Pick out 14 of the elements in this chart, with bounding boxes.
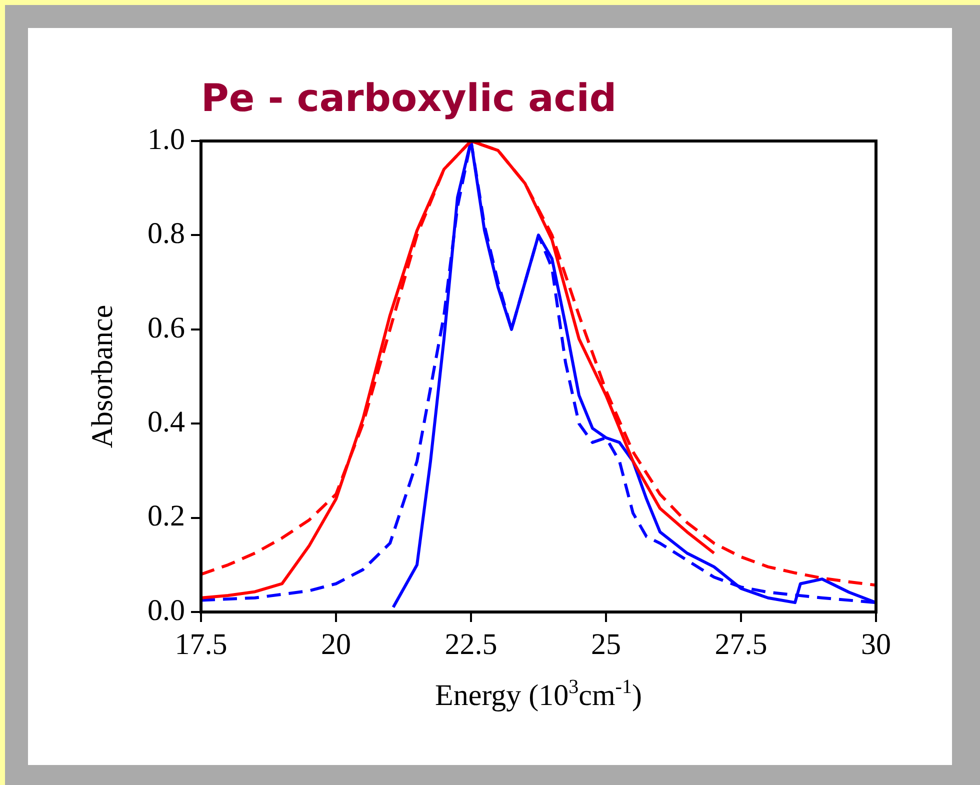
chart-title: Pe - carboxylic acid — [201, 76, 617, 120]
y-tick-label: 0.4 — [148, 405, 185, 438]
x-tick-label: 17.5 — [174, 628, 228, 661]
x-tick-label: 20 — [321, 628, 351, 661]
y-tick-label: 0.2 — [148, 500, 185, 533]
x-tick-label: 25 — [591, 628, 621, 661]
x-tick-label: 22.5 — [444, 628, 498, 661]
y-tick-label: 1.0 — [148, 122, 185, 156]
y-tick-label: 0.6 — [148, 311, 185, 344]
x-tick-label: 30 — [861, 628, 891, 661]
x-tick-label: 27.5 — [714, 628, 768, 661]
y-tick-label: 0.8 — [148, 217, 185, 250]
y-tick-label: 0.0 — [148, 594, 185, 627]
y-axis-title: Absorbance — [86, 304, 119, 448]
